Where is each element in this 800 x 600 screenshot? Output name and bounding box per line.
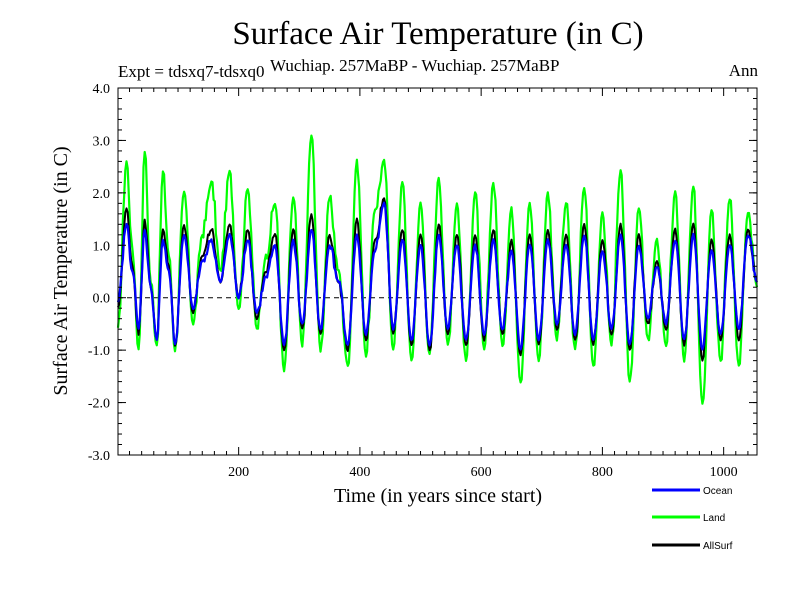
y-tick-label: 4.0 bbox=[93, 82, 111, 97]
y-tick-label: 3.0 bbox=[93, 134, 111, 149]
chart-subtitle: Wuchiap. 257MaBP - Wuchiap. 257MaBP bbox=[270, 56, 560, 75]
legend-label-ocean: Ocean bbox=[703, 486, 732, 497]
y-tick-label: -3.0 bbox=[88, 449, 110, 464]
x-axis-label: Time (in years since start) bbox=[334, 485, 542, 507]
chart-title: Surface Air Temperature (in C) bbox=[232, 16, 644, 52]
y-tick-label: 2.0 bbox=[93, 187, 111, 202]
y-axis-label: Surface Air Temperature (in C) bbox=[50, 146, 72, 395]
x-tick-label: 800 bbox=[592, 465, 613, 480]
legend: Ocean Land AllSurf bbox=[652, 486, 733, 552]
y-tick-label: -1.0 bbox=[88, 344, 110, 359]
plot-frame bbox=[117, 87, 758, 456]
x-tick-label: 400 bbox=[349, 465, 370, 480]
series-line-ocean bbox=[116, 201, 758, 351]
legend-label-allsurf: AllSurf bbox=[703, 541, 733, 552]
x-tick-label: 200 bbox=[228, 465, 249, 480]
y-tick-label: 1.0 bbox=[93, 239, 111, 254]
period-label: Ann bbox=[728, 61, 758, 80]
x-tick-label: 1000 bbox=[710, 465, 738, 480]
legend-label-land: Land bbox=[703, 513, 725, 524]
x-tick-label: 600 bbox=[471, 465, 492, 480]
series-line-land bbox=[116, 134, 759, 405]
y-tick-label: 0.0 bbox=[93, 292, 111, 307]
experiment-label: Expt = tdsxq7-tdsxq0 bbox=[118, 62, 265, 81]
y-tick-label: -2.0 bbox=[88, 397, 110, 412]
